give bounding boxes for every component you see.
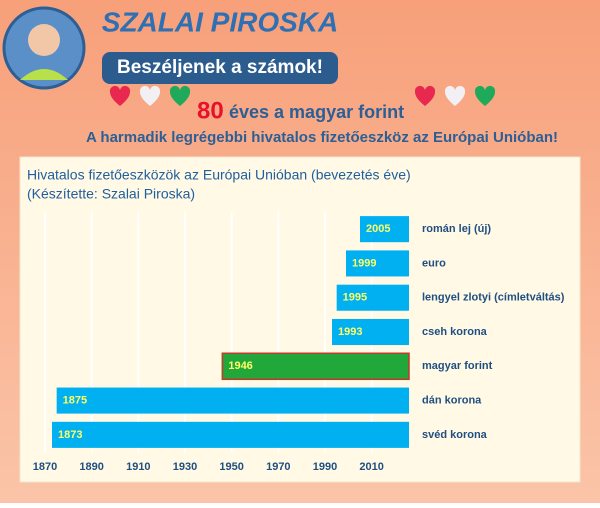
category-label: euro: [422, 257, 446, 269]
category-label: román lej (új): [422, 223, 491, 235]
x-tick-label: 1990: [313, 461, 337, 473]
bar: [221, 352, 410, 381]
badge-text: Beszéljenek a számok!: [117, 57, 323, 78]
x-tick-label: 1910: [126, 461, 150, 473]
headline-number: 80: [197, 97, 224, 124]
value-label: 1946: [228, 360, 252, 372]
subheadline: A harmadik legrégebbi hivatalos fizetőes…: [86, 129, 558, 146]
category-label: dán korona: [422, 394, 482, 406]
bar: [56, 387, 410, 414]
bar: [346, 250, 409, 277]
x-tick-label: 1870: [33, 461, 57, 473]
category-label: magyar forint: [422, 360, 493, 372]
value-label: 1999: [352, 257, 376, 269]
bar: [332, 318, 409, 346]
value-label: 1873: [58, 429, 82, 441]
value-label: 2005: [366, 223, 390, 235]
category-label: svéd korona: [422, 429, 488, 441]
bar: [336, 284, 409, 311]
category-label: cseh korona: [422, 326, 488, 338]
avatar-scarf: [20, 69, 68, 80]
x-tick-label: 1930: [173, 461, 197, 473]
value-label: 1995: [343, 292, 367, 304]
x-tick-label: 1950: [219, 461, 243, 473]
category-label: lengyel zlotyi (címletváltás): [422, 292, 565, 304]
avatar-face: [28, 24, 60, 56]
value-label: 1993: [338, 326, 362, 338]
author-name: SZALAI PIROSKA: [102, 6, 338, 37]
value-label: 1875: [63, 394, 87, 406]
plot: 1870 1890 1910 1930 1950 1970 1990 2010 2005 romá…: [33, 212, 565, 473]
badge: [102, 52, 338, 84]
chart-title: Hivatalos fizetőeszközök az Európai Unió…: [27, 167, 411, 183]
x-tick-label: 1970: [266, 461, 290, 473]
x-tick-label: 1890: [79, 461, 103, 473]
bar: [360, 216, 409, 243]
chart-subtitle: (Készítette: Szalai Piroska): [27, 186, 195, 202]
bar: [52, 421, 409, 448]
x-tick-label: 2010: [359, 461, 383, 473]
hearts: [109, 85, 496, 106]
headline-text: éves a magyar forint: [229, 102, 404, 122]
